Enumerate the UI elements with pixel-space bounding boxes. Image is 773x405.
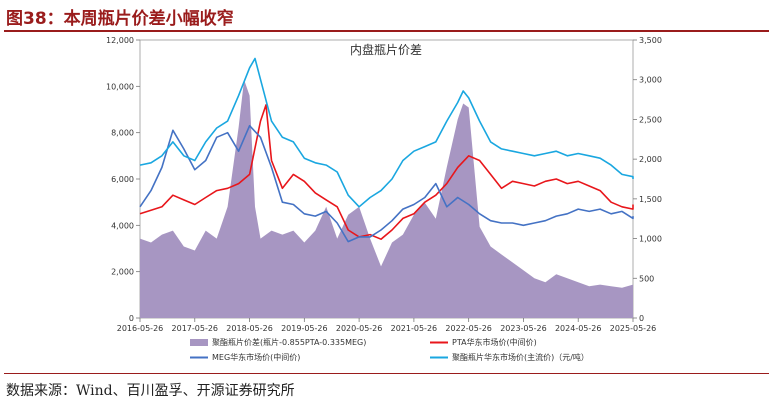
x-tick-label: 2016-05-26	[117, 324, 164, 333]
figure-title: 图38：本周瓶片价差小幅收窄	[6, 9, 234, 29]
legend-label-2: MEG华东市场价(中间价)	[212, 352, 300, 362]
legend: 聚酯瓶片价差(瓶片-0.855PTA-0.335MEG) PTA华东市场价(中间价…	[190, 337, 589, 362]
title-rule	[4, 30, 769, 32]
y-right-tick-label: 2,000	[639, 155, 662, 164]
y-right-tick-label: 1,000	[639, 235, 662, 244]
chart-title: 内盘瓶片价差	[350, 42, 422, 57]
x-tick-label: 2023-05-26	[500, 324, 547, 333]
series-line-3	[139, 57, 634, 208]
y-left-tick-label: 4,000	[111, 221, 134, 230]
y-right-tick-label: 0	[639, 314, 644, 323]
legend-label-1: PTA华东市场价(中间价)	[452, 337, 537, 347]
y-left-tick-label: 6,000	[111, 175, 134, 184]
y-left-tick-label: 10,000	[106, 82, 134, 91]
y-right-tick-label: 3,000	[639, 76, 662, 85]
axes-layer: 0 2,000 4,000 6,000 8,000 10,000 12,000 0 500 1,0…	[106, 36, 662, 333]
series-area-0	[140, 79, 633, 318]
y-right-tick-label: 2,500	[639, 115, 662, 124]
y-left-tick-label: 2,000	[111, 268, 134, 277]
series-line-2	[139, 124, 634, 243]
lines-layer	[139, 57, 634, 243]
source-note: 数据来源：Wind、百川盈孚、开源证券研究所	[6, 383, 295, 399]
x-tick-label: 2018-05-26	[226, 324, 273, 333]
y-right-tick-label: 1,500	[639, 195, 662, 204]
x-tick-label: 2019-05-26	[281, 324, 328, 333]
y-left-tick-label: 12,000	[106, 36, 134, 45]
legend-swatch-0	[190, 339, 208, 346]
x-tick-label: 2025-05-26	[610, 324, 657, 333]
legend-label-0: 聚酯瓶片价差(瓶片-0.855PTA-0.335MEG)	[212, 337, 366, 347]
x-tick-label: 2022-05-26	[445, 324, 492, 333]
y-left-tick-label: 0	[129, 314, 134, 323]
x-tick-label: 2021-05-26	[391, 324, 438, 333]
area-layer	[140, 79, 633, 318]
x-tick-label: 2017-05-26	[172, 324, 219, 333]
y-left-tick-label: 8,000	[111, 129, 134, 138]
y-right-tick-label: 3,500	[639, 36, 662, 45]
series-line-1	[139, 104, 634, 240]
legend-label-3: 聚酯瓶片华东市场价(主流价)（元/吨）	[452, 352, 589, 362]
y-right-tick-label: 500	[639, 274, 654, 283]
footer-rule	[4, 373, 769, 374]
x-tick-label: 2024-05-26	[555, 324, 602, 333]
x-tick-label: 2020-05-26	[336, 324, 383, 333]
